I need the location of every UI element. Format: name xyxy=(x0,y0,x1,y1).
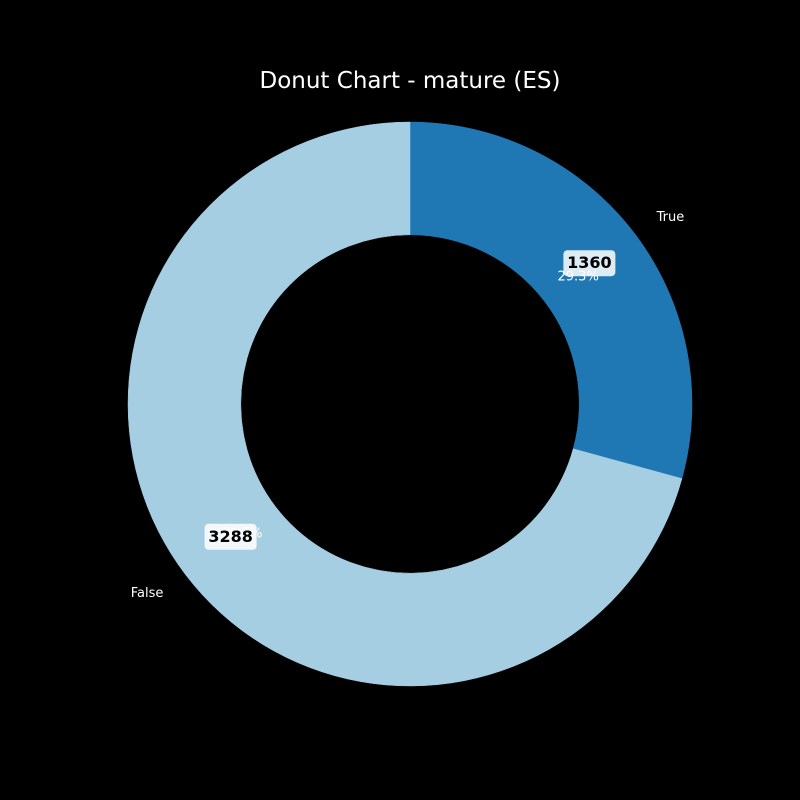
donut-slice-true xyxy=(409,121,693,479)
count-label-box-true xyxy=(563,250,616,277)
chart-title: Donut Chart - mature (ES) xyxy=(260,68,561,94)
donut-labels: True 29.3%1360 False 70.7%3288 xyxy=(131,210,685,601)
count-label-false: 3288 xyxy=(208,527,253,546)
category-label-true: True xyxy=(656,210,685,225)
count-label-box-false xyxy=(204,523,257,550)
percent-label-false: 70.7% xyxy=(221,526,262,541)
donut-slice-false xyxy=(127,121,683,687)
category-label-false: False xyxy=(131,586,164,601)
donut-slices xyxy=(127,121,693,687)
percent-label-true: 29.3% xyxy=(558,270,599,285)
count-label-true: 1360 xyxy=(567,253,612,272)
